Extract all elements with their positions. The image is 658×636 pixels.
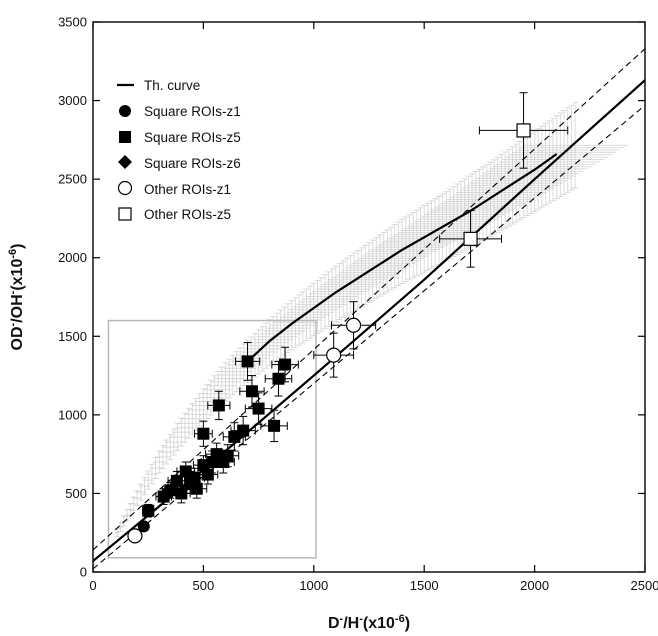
- y-tick-label: 500: [65, 486, 87, 501]
- theory-curve: [246, 153, 558, 363]
- data-point-open-circle: [326, 347, 342, 363]
- legend-label: Other ROIs-z1: [144, 182, 231, 197]
- legend-label: Th. curve: [144, 78, 200, 93]
- data-point-filled-square: [190, 482, 203, 495]
- data-point-filled-square: [241, 355, 254, 368]
- x-tick-label: 0: [89, 578, 96, 593]
- x-tick-label: 2000: [520, 578, 549, 593]
- data-point-filled-square: [142, 504, 155, 517]
- dashed-line: [93, 48, 645, 551]
- x-tick-label: 2500: [631, 578, 658, 593]
- data-point-filled-square: [175, 487, 188, 500]
- data-point-filled-square: [237, 424, 250, 437]
- legend-open-circle-swatch: [117, 180, 133, 196]
- plot-frame: [92, 21, 646, 573]
- y-tick-label: 3000: [58, 93, 87, 108]
- data-point-open-square: [516, 123, 531, 138]
- y-tick-label: 1000: [58, 407, 87, 422]
- data-point-filled-square: [197, 427, 210, 440]
- y-tick-label: 1500: [58, 329, 87, 344]
- data-point-filled-circle: [137, 520, 150, 533]
- legend-label: Square ROIs-z6: [144, 156, 241, 171]
- y-tick-label: 2000: [58, 250, 87, 265]
- data-point-filled-square: [245, 385, 258, 398]
- data-point-filled-square: [221, 449, 234, 462]
- legend-filled-circle-swatch: [119, 105, 131, 117]
- x-tick-label: 500: [193, 578, 215, 593]
- data-point-filled-square: [201, 468, 214, 481]
- legend-filled-square-swatch: [119, 131, 131, 143]
- data-point-filled-square: [212, 399, 225, 412]
- x-tick-label: 1500: [410, 578, 439, 593]
- legend-label: Other ROIs-z5: [144, 207, 231, 222]
- y-axis: 0 500 1000 1500 2000 2500 3000 3500: [58, 15, 645, 580]
- legend-filled-diamond-swatch: [118, 155, 132, 169]
- legend-label: Square ROIs-z1: [144, 104, 241, 119]
- legend-label: Square ROIs-z5: [144, 130, 241, 145]
- data-point-open-circle: [345, 317, 362, 333]
- data-point-filled-square: [252, 402, 265, 415]
- inset-box: [107, 319, 317, 559]
- data-point-open-circle: [127, 528, 143, 544]
- y-axis-title: OD-/OH-(x10-6): [7, 244, 26, 351]
- data-point-filled-square: [268, 419, 281, 432]
- y-tick-label: 2500: [58, 172, 87, 187]
- x-axis-title: D-/H-(x10-6): [328, 613, 410, 632]
- y-tick-label: 0: [80, 565, 87, 580]
- data-point-open-square: [463, 231, 478, 246]
- data-point-filled-square: [272, 372, 285, 385]
- legend-open-square-swatch: [118, 207, 132, 221]
- y-tick-label: 3500: [58, 15, 87, 30]
- x-tick-label: 1000: [299, 578, 328, 593]
- data-point-filled-square: [188, 471, 201, 484]
- x-axis: 0 500 1000 1500 2000 2500: [89, 22, 658, 593]
- marker-layer: [127, 92, 569, 544]
- data-point-filled-square: [279, 358, 292, 371]
- legend: Th. curve Square ROIs-z1 Square ROIs-z5 …: [117, 78, 241, 222]
